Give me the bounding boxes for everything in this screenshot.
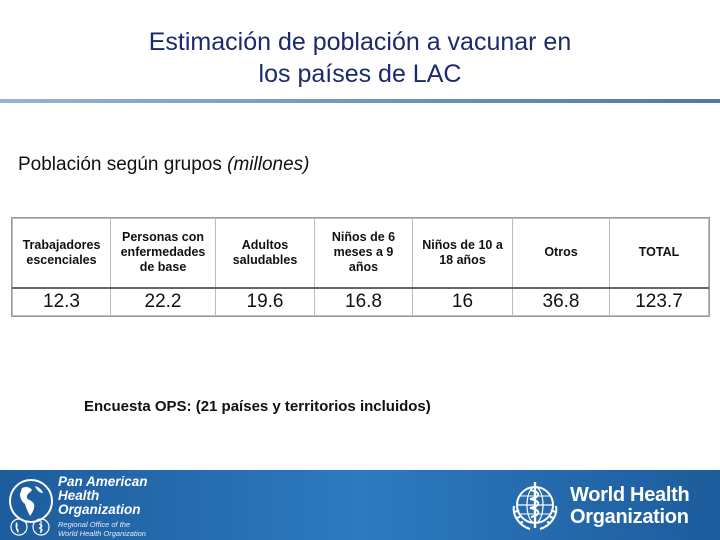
- paho-mini-globe-icon: [10, 518, 28, 536]
- value-adultos-saludables: 19.6: [215, 287, 315, 316]
- table-caption: Población según grupos (millones): [18, 154, 310, 176]
- who-line-2: Organization: [570, 506, 689, 528]
- value-total: 123.7: [609, 287, 709, 316]
- who-line-1: World Health: [570, 484, 690, 506]
- header-ninos-10-18: Niños de 10 a 18 años: [412, 218, 513, 288]
- header-personas-enfermedades: Personas con enfermedades de base: [110, 218, 216, 288]
- slide-title-line-2: los países de LAC: [258, 60, 462, 88]
- value-ninos-10-18: 16: [412, 287, 513, 316]
- header-trabajadores: Trabajadores escenciales: [12, 218, 111, 288]
- slide-title: Estimación de población a vacunar en los…: [60, 26, 660, 90]
- header-total: TOTAL: [609, 218, 709, 288]
- paho-logo-text: Pan American Health Organization: [58, 475, 148, 517]
- header-ninos-6m-9: Niños de 6 meses a 9 años: [314, 218, 413, 288]
- value-personas-enfermedades: 22.2: [110, 287, 216, 316]
- survey-note: Encuesta OPS: (21 países y territorios i…: [84, 398, 431, 415]
- table-header-row: Trabajadores escenciales Personas con en…: [12, 218, 709, 288]
- table-caption-unit: (millones): [227, 154, 310, 175]
- header-otros: Otros: [512, 218, 610, 288]
- title-divider: [0, 99, 720, 103]
- slide-title-line-1: Estimación de población a vacunar en: [148, 28, 572, 56]
- table-caption-text: Población según grupos: [18, 154, 228, 175]
- paho-line-1: Pan American: [58, 474, 148, 489]
- paho-globe-emblem-icon: [9, 479, 53, 523]
- value-otros: 36.8: [512, 287, 610, 316]
- who-mini-emblem-icon: [32, 518, 50, 536]
- who-emblem-icon: [512, 482, 558, 530]
- footer-banner: Pan American Health Organization Regiona…: [0, 470, 720, 540]
- paho-sub-line-1: Regional Office of the: [58, 520, 131, 529]
- paho-sub-line-2: World Health Organization: [58, 529, 146, 538]
- header-adultos-saludables: Adultos saludables: [215, 218, 315, 288]
- paho-subtitle: Regional Office of the World Health Orga…: [58, 520, 146, 538]
- paho-line-2: Health: [58, 488, 100, 503]
- population-table: Trabajadores escenciales Personas con en…: [12, 218, 709, 316]
- value-ninos-6m-9: 16.8: [314, 287, 413, 316]
- table-row: 12.3 22.2 19.6 16.8 16 36.8 123.7: [12, 287, 709, 316]
- who-logo-text: World Health Organization: [570, 484, 690, 528]
- paho-line-3: Organization: [58, 502, 141, 517]
- value-trabajadores: 12.3: [12, 287, 111, 316]
